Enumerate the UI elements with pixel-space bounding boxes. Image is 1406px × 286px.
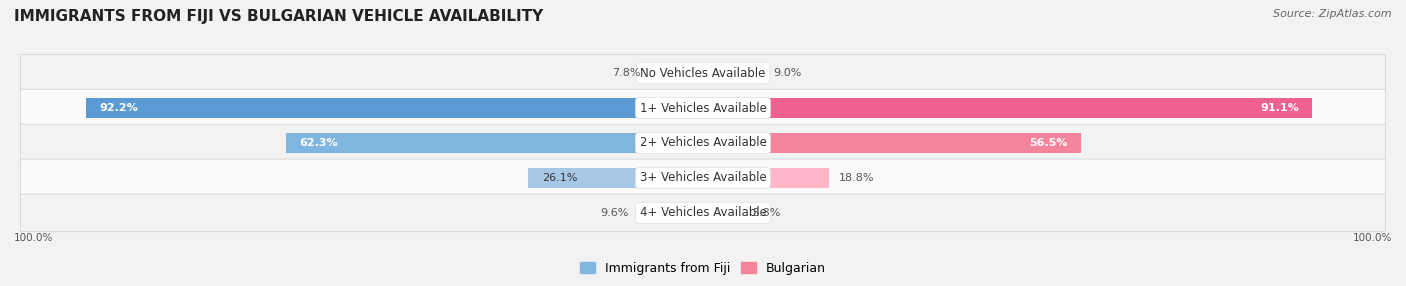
- Text: 18.8%: 18.8%: [839, 173, 875, 183]
- Text: 62.3%: 62.3%: [299, 138, 339, 148]
- Bar: [703, 63, 763, 83]
- Text: 91.1%: 91.1%: [1260, 103, 1299, 113]
- FancyBboxPatch shape: [21, 89, 1385, 127]
- Bar: [529, 168, 703, 188]
- Text: 4+ Vehicles Available: 4+ Vehicles Available: [640, 206, 766, 219]
- Bar: [703, 203, 742, 223]
- Text: IMMIGRANTS FROM FIJI VS BULGARIAN VEHICLE AVAILABILITY: IMMIGRANTS FROM FIJI VS BULGARIAN VEHICL…: [14, 9, 543, 23]
- Text: 3+ Vehicles Available: 3+ Vehicles Available: [640, 171, 766, 184]
- Bar: [287, 133, 703, 153]
- Text: 56.5%: 56.5%: [1029, 138, 1067, 148]
- Text: 5.8%: 5.8%: [752, 208, 780, 218]
- Text: 100.0%: 100.0%: [14, 233, 53, 243]
- FancyBboxPatch shape: [21, 159, 1385, 197]
- Bar: [651, 63, 703, 83]
- Text: Source: ZipAtlas.com: Source: ZipAtlas.com: [1274, 9, 1392, 19]
- Bar: [703, 168, 828, 188]
- FancyBboxPatch shape: [21, 194, 1385, 232]
- Bar: [638, 203, 703, 223]
- Text: 9.6%: 9.6%: [600, 208, 628, 218]
- Text: No Vehicles Available: No Vehicles Available: [640, 67, 766, 80]
- Text: 7.8%: 7.8%: [612, 68, 641, 78]
- Bar: [703, 133, 1081, 153]
- Text: 100.0%: 100.0%: [1353, 233, 1392, 243]
- Text: 26.1%: 26.1%: [541, 173, 578, 183]
- Text: 2+ Vehicles Available: 2+ Vehicles Available: [640, 136, 766, 150]
- Bar: [86, 98, 703, 118]
- Text: 9.0%: 9.0%: [773, 68, 801, 78]
- Bar: [703, 98, 1312, 118]
- FancyBboxPatch shape: [21, 124, 1385, 162]
- Text: 92.2%: 92.2%: [100, 103, 138, 113]
- FancyBboxPatch shape: [21, 54, 1385, 92]
- Text: 1+ Vehicles Available: 1+ Vehicles Available: [640, 102, 766, 115]
- Legend: Immigrants from Fiji, Bulgarian: Immigrants from Fiji, Bulgarian: [575, 257, 831, 279]
